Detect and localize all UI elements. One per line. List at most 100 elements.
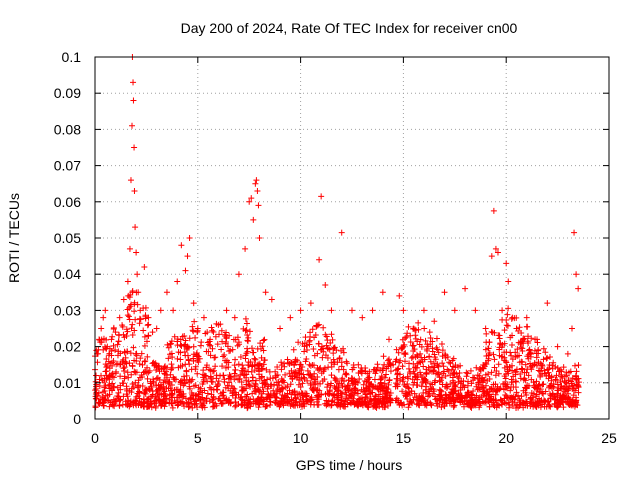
noise-point [401, 401, 408, 408]
noise-point [399, 344, 406, 351]
noise-point [534, 386, 541, 393]
noise-point [129, 321, 136, 328]
noise-point [476, 366, 483, 373]
noise-point [230, 385, 237, 392]
noise-point [242, 327, 249, 334]
noise-point [124, 369, 131, 376]
data-point [112, 329, 119, 336]
noise-point [213, 383, 220, 390]
noise-point [109, 333, 116, 340]
noise-point [120, 365, 127, 372]
noise-point [420, 363, 427, 370]
noise-point [429, 338, 436, 345]
noise-point [560, 393, 567, 400]
noise-point [125, 400, 132, 407]
noise-point [153, 375, 160, 382]
noise-point [299, 394, 306, 401]
noise-point [523, 323, 530, 330]
noise-point [219, 363, 226, 370]
noise-point [219, 400, 226, 407]
noise-point [189, 327, 196, 334]
noise-point [133, 357, 140, 364]
noise-point [503, 322, 510, 329]
noise-point [156, 391, 163, 398]
noise-point [123, 326, 130, 333]
noise-point [216, 331, 223, 338]
data-point [386, 336, 393, 343]
noise-point [138, 350, 145, 357]
noise-point [347, 400, 354, 407]
noise-point [410, 325, 417, 332]
noise-point [271, 381, 278, 388]
noise-point [214, 341, 221, 348]
noise-point [532, 393, 539, 400]
noise-point [315, 401, 322, 408]
noise-point [324, 384, 331, 391]
ticks: 0 5 10 15 20 25 0 0.01 0.02 0.03 0.04 0.05 0.06 0.07 0… [54, 49, 617, 446]
noise-point [125, 313, 132, 320]
noise-point [504, 322, 511, 329]
noise-point [183, 345, 190, 352]
noise-point [114, 384, 121, 391]
data-point [573, 271, 580, 278]
noise-point [522, 377, 529, 384]
noise-point [527, 403, 534, 410]
noise-point [476, 404, 483, 411]
noise-point [429, 345, 436, 352]
noise-point [238, 384, 245, 391]
data-point [108, 336, 115, 343]
noise-point [262, 380, 269, 387]
noise-point [436, 386, 443, 393]
noise-point [249, 374, 256, 381]
noise-point [349, 375, 356, 382]
noise-point [267, 401, 274, 408]
noise-point [130, 384, 137, 391]
noise-point [288, 367, 295, 374]
noise-point [563, 386, 570, 393]
noise-point [202, 372, 209, 379]
noise-point [548, 385, 555, 392]
data-point [571, 229, 578, 236]
noise-point [314, 364, 321, 371]
noise-point [301, 348, 308, 355]
noise-point [495, 401, 502, 408]
data-point [359, 314, 366, 321]
noise-point [227, 387, 234, 394]
noise-point [126, 305, 133, 312]
data-point [482, 325, 489, 332]
noise-point [529, 362, 536, 369]
noise-point [504, 311, 511, 318]
noise-point [295, 339, 302, 346]
noise-point [119, 322, 126, 329]
noise-point [257, 340, 264, 347]
data-point [200, 314, 207, 321]
noise-point [423, 366, 430, 373]
noise-point [252, 356, 259, 363]
noise-point [405, 365, 412, 372]
noise-point [454, 373, 461, 380]
noise-point [506, 364, 513, 371]
noise-point [183, 368, 190, 375]
noise-point [238, 396, 245, 403]
noise-point [323, 397, 330, 404]
noise-point [259, 384, 266, 391]
data-point [420, 307, 427, 314]
noise-point [168, 338, 175, 345]
noise-point [481, 387, 488, 394]
noise-point [241, 399, 248, 406]
noise-point [334, 378, 341, 385]
data-point [268, 296, 275, 303]
noise-point [352, 378, 359, 385]
noise-point [322, 352, 329, 359]
noise-point [140, 369, 147, 376]
y-tick-label: 0.03 [54, 302, 81, 318]
noise-point [182, 379, 189, 386]
chart-title: Day 200 of 2024, Rate Of TEC Index for r… [181, 20, 518, 36]
noise-point [194, 357, 201, 364]
noise-point [403, 333, 410, 340]
noise-point [169, 364, 176, 371]
noise-point [491, 364, 498, 371]
noise-point [124, 306, 131, 313]
noise-point [234, 342, 241, 349]
noise-point [208, 391, 215, 398]
